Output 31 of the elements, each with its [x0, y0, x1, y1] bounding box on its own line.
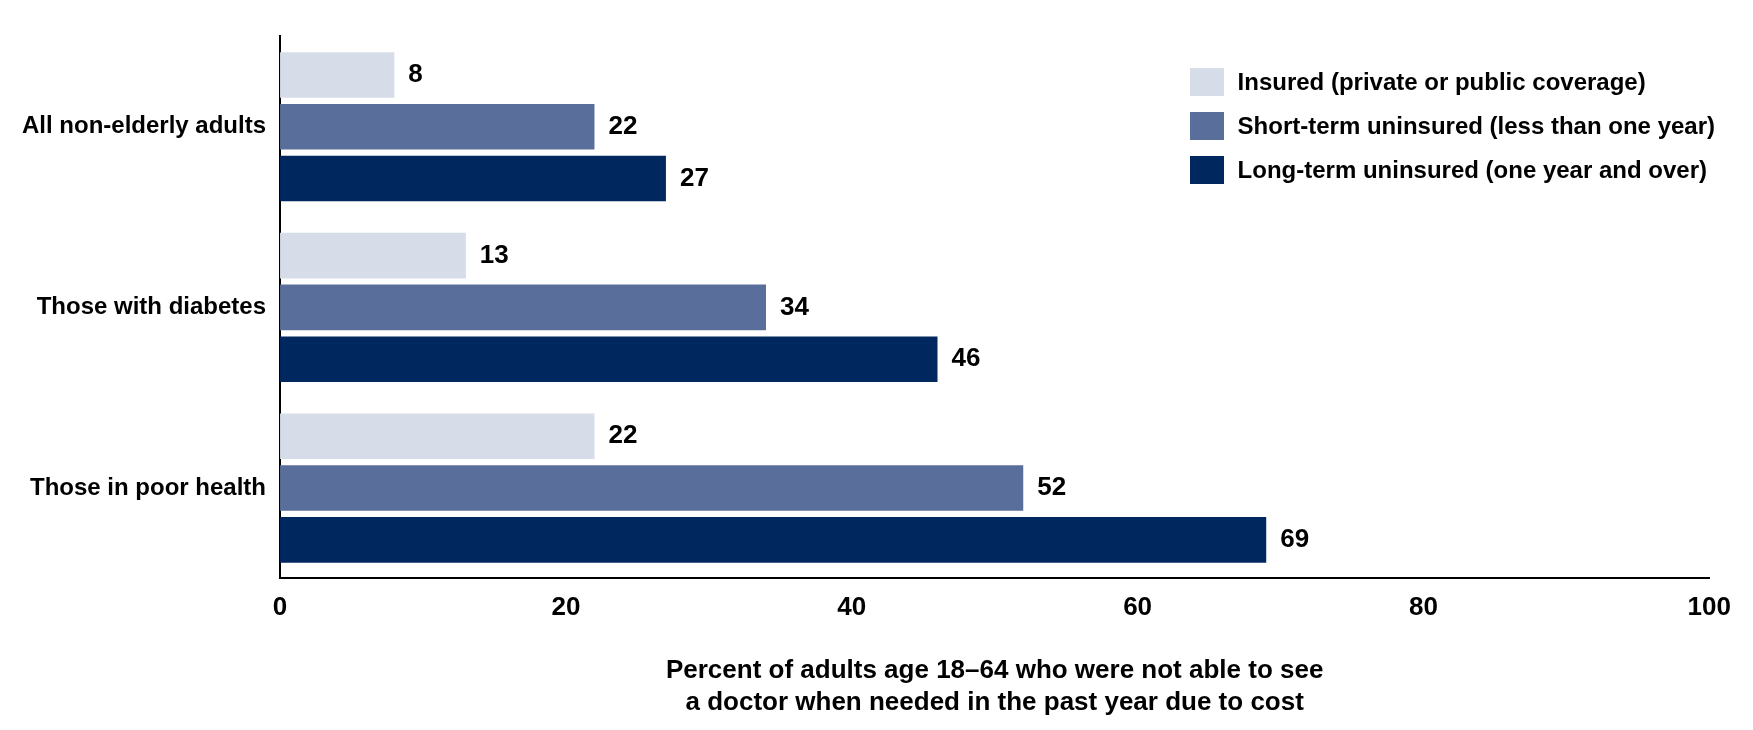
legend-label: Short-term uninsured (less than one year) — [1237, 112, 1715, 140]
x-tick-label: 0 — [272, 591, 288, 622]
bar — [280, 155, 666, 202]
bar — [280, 103, 595, 150]
y-tick-label: Those with diabetes — [36, 292, 267, 320]
data-label: 46 — [951, 342, 981, 373]
legend-label: Long-term uninsured (one year and over) — [1237, 156, 1707, 184]
y-tick-label: Those in poor health — [30, 472, 267, 500]
bar — [280, 52, 395, 98]
bar — [280, 465, 1024, 511]
x-tick-label: 40 — [837, 591, 867, 622]
bar — [280, 413, 595, 460]
data-label: 52 — [1037, 471, 1067, 502]
bar — [280, 517, 1267, 563]
data-label: 69 — [1280, 523, 1310, 554]
bar — [280, 232, 466, 279]
data-label: 34 — [779, 290, 810, 321]
x-tick-label: 80 — [1408, 591, 1438, 622]
data-label: 27 — [679, 161, 709, 192]
x-tick-label: 20 — [551, 591, 581, 622]
legend-label: Insured (private or public coverage) — [1237, 68, 1646, 96]
x-tick-label: 60 — [1123, 591, 1153, 622]
x-axis-title: Percent of adults age 18–64 who were not able to see a doctor when needed in the past year due to cost — [665, 654, 1324, 716]
data-label: 8 — [408, 58, 423, 89]
bar — [280, 336, 938, 382]
y-tick-label: All non-elderly adults — [22, 111, 267, 139]
bar — [280, 284, 766, 331]
x-tick-label: 100 — [1687, 591, 1732, 622]
data-label: 22 — [608, 109, 638, 140]
data-label: 13 — [479, 238, 509, 269]
data-label: 22 — [608, 419, 638, 450]
